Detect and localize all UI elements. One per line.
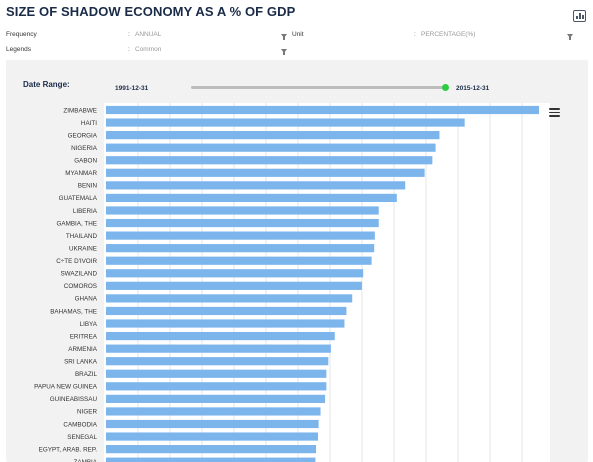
legends-value[interactable]: Common xyxy=(135,46,162,53)
hamburger-menu-icon[interactable] xyxy=(549,108,560,117)
bar[interactable] xyxy=(106,294,353,303)
page-title: SIZE OF SHADOW ECONOMY AS A % OF GDP xyxy=(6,4,296,19)
bar[interactable] xyxy=(106,193,397,203)
bar[interactable] xyxy=(106,457,316,462)
bar[interactable] xyxy=(106,105,539,115)
category-label: ERITREA xyxy=(70,333,98,340)
category-label: BENIN xyxy=(78,183,98,190)
bar[interactable] xyxy=(106,168,425,177)
bar[interactable] xyxy=(106,118,465,127)
bar[interactable] xyxy=(106,319,345,328)
bar[interactable] xyxy=(106,256,372,265)
category-label: CAMBODIA xyxy=(63,421,97,428)
bar[interactable] xyxy=(106,231,375,240)
legends-label: Legends xyxy=(6,46,31,53)
category-label: GABON xyxy=(74,158,97,165)
category-label: GUATEMALA xyxy=(59,195,98,202)
category-label: PAPUA NEW GUINEA xyxy=(34,384,98,391)
bar[interactable] xyxy=(106,394,326,403)
category-label: NIGER xyxy=(77,409,97,416)
category-label: C÷TE D'IVOIR xyxy=(56,258,97,265)
date-range-end: 2015-12-31 xyxy=(456,85,490,92)
bar[interactable] xyxy=(106,432,318,441)
frequency-colon: : xyxy=(128,31,130,38)
bar[interactable] xyxy=(106,181,406,190)
funnel-icon[interactable] xyxy=(281,49,287,55)
bar[interactable] xyxy=(106,206,379,215)
unit-label: Unit xyxy=(292,31,304,38)
date-range-slider[interactable] xyxy=(191,86,447,89)
category-label: MYANMAR xyxy=(65,170,97,177)
unit-colon: : xyxy=(414,31,416,38)
category-label: HAITI xyxy=(81,120,97,127)
category-label: LIBYA xyxy=(80,321,98,328)
bar-chart-icon[interactable] xyxy=(573,10,586,22)
legends-colon: : xyxy=(128,46,130,53)
bar[interactable] xyxy=(106,407,321,416)
funnel-icon[interactable] xyxy=(281,34,287,40)
date-range-label: Date Range: xyxy=(23,80,70,89)
bar[interactable] xyxy=(106,445,317,454)
bar[interactable] xyxy=(106,156,433,165)
bar[interactable] xyxy=(106,357,329,366)
date-range-handle[interactable] xyxy=(442,84,449,91)
bar[interactable] xyxy=(106,344,331,353)
bar[interactable] xyxy=(106,382,327,391)
category-label: SWAZILAND xyxy=(60,271,97,278)
category-label: BAHAMAS, THE xyxy=(50,308,97,315)
category-label: UKRAINE xyxy=(69,245,97,252)
category-label: THAILAND xyxy=(66,233,98,240)
bar[interactable] xyxy=(106,218,379,228)
category-label: GAMBIA, THE xyxy=(57,220,97,227)
frequency-value[interactable]: ANNUAL xyxy=(135,31,162,38)
date-range-start: 1991-12-31 xyxy=(115,85,149,92)
category-label: SRI LANKA xyxy=(64,359,98,366)
category-label: LIBERIA xyxy=(73,208,98,215)
frequency-label: Frequency xyxy=(6,31,37,38)
category-label: ZIMBABWE xyxy=(63,107,97,114)
bar[interactable] xyxy=(106,269,364,278)
bar[interactable] xyxy=(106,306,347,316)
bar[interactable] xyxy=(106,131,440,140)
category-label: COMOROS xyxy=(64,283,97,290)
unit-value[interactable]: PERCENTAGE(%) xyxy=(421,31,476,38)
bar[interactable] xyxy=(106,143,436,152)
category-label: SENEGAL xyxy=(67,434,97,441)
bar[interactable] xyxy=(106,419,319,429)
bar[interactable] xyxy=(106,244,375,253)
funnel-icon[interactable] xyxy=(567,34,573,40)
category-label: GUINEABISSAU xyxy=(50,396,98,403)
bar[interactable] xyxy=(106,369,327,378)
category-label: BRAZIL xyxy=(75,371,98,378)
bar[interactable] xyxy=(106,281,362,290)
category-label: ARMENIA xyxy=(68,346,97,353)
category-label: GHANA xyxy=(75,296,98,303)
bar[interactable] xyxy=(106,331,335,341)
category-label: GEORGIA xyxy=(68,132,98,139)
category-label: ZAMBIA xyxy=(74,459,98,462)
category-label: NIGERIA xyxy=(71,145,98,152)
category-label: EGYPT, ARAB. REP. xyxy=(39,446,98,453)
